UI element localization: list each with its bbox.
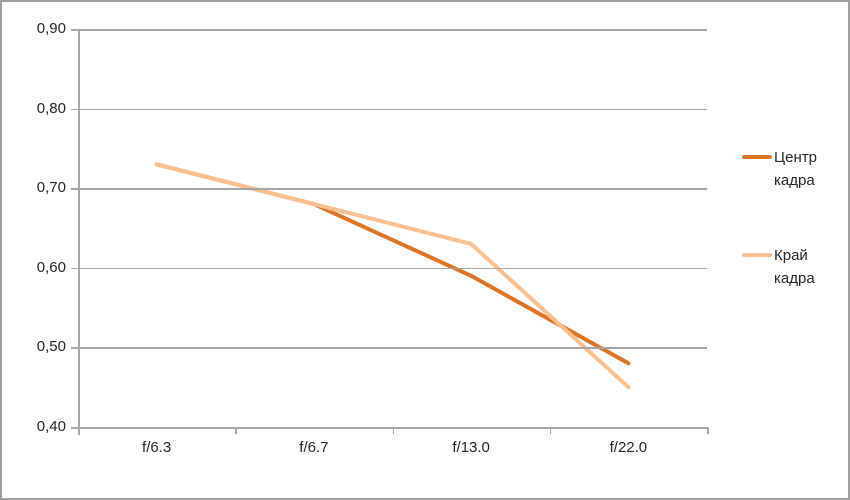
y-axis-tick-label: 0,50: [36, 338, 66, 356]
x-axis-tick: [235, 427, 237, 434]
line-series-canvas: [154, 162, 631, 390]
y-axis-tick-label: 0,60: [36, 258, 66, 276]
y-axis-line: [78, 29, 80, 435]
y-axis-tick-label: 0,90: [36, 20, 66, 37]
legend-swatch-center-frame: [742, 155, 772, 159]
x-axis-tick: [549, 427, 552, 434]
x-axis-tick-label: f/6.3: [142, 439, 172, 456]
x-axis-tick-label: f/13.0: [452, 439, 490, 456]
x-axis-tick: [707, 427, 709, 434]
gridline: [71, 267, 707, 270]
gridline: [71, 347, 707, 349]
series-line-1: [154, 162, 631, 390]
legend-label-edge-frame: Край кадра: [774, 247, 815, 287]
gridline: [71, 108, 707, 111]
x-axis-tick: [392, 427, 394, 434]
gridline: [71, 188, 707, 190]
gridline: [71, 29, 707, 31]
legend-item-edge-frame: Край кадра: [742, 244, 838, 290]
y-axis-tick-label: 0,40: [36, 418, 66, 435]
y-axis-tick-label: 0,70: [36, 179, 66, 197]
legend-item-center-frame: Центр кадра: [742, 146, 838, 192]
legend-swatch-edge-frame: [742, 253, 772, 257]
x-axis-tick-label: f/6.7: [299, 439, 329, 456]
plot-area: [78, 29, 707, 427]
x-axis-line: [71, 427, 707, 429]
x-axis-tick-label: f/22.0: [609, 439, 648, 456]
y-axis-tick-label: 0,80: [36, 99, 66, 117]
legend-label-center-frame: Центр кадра: [774, 149, 817, 189]
legend: Центр кадра Край кадра: [742, 146, 838, 290]
series-line-0: [154, 162, 631, 366]
